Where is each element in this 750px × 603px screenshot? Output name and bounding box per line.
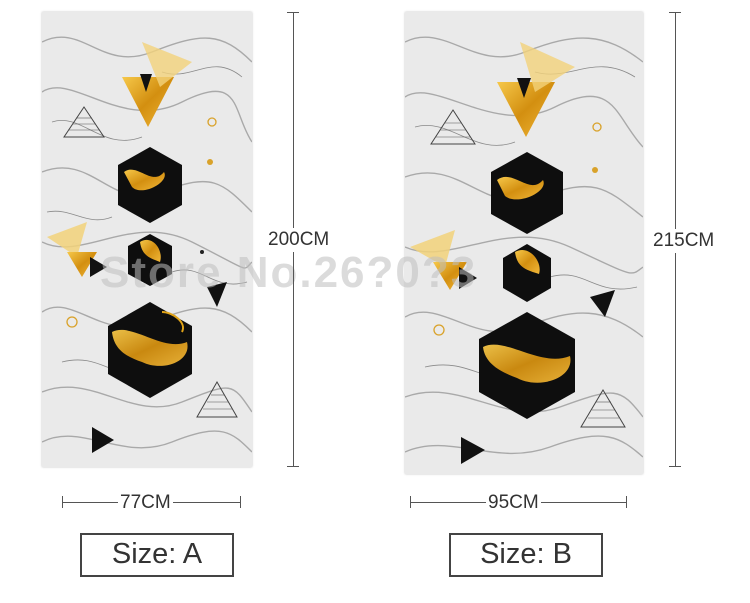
width-cap-right-a: [240, 496, 241, 508]
height-cap-bottom-b: [669, 466, 681, 467]
door-sticker-image-a: [42, 12, 252, 467]
width-cap-right-b: [626, 496, 627, 508]
height-label-b: 215CM: [651, 229, 717, 253]
door-sticker-image-b: [405, 12, 643, 474]
width-label-b: 95CM: [486, 491, 541, 515]
store-watermark: Store No.26?0?3: [100, 248, 478, 297]
size-b-label: Size: B: [449, 533, 603, 577]
height-cap-bottom-a: [287, 466, 299, 467]
size-a-label: Size: A: [80, 533, 234, 577]
height-label-a: 200CM: [266, 228, 332, 252]
width-label-a: 77CM: [118, 491, 173, 515]
